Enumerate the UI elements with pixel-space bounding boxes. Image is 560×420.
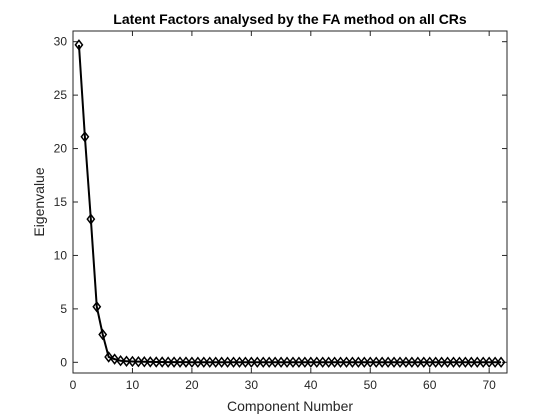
data-point-32: [258, 356, 268, 368]
data-point-28: [235, 356, 244, 368]
data-point-10: [128, 355, 137, 368]
y-tick-label: 20: [54, 142, 68, 156]
data-point-9: [122, 355, 131, 367]
data-point-49: [359, 356, 369, 368]
data-point-29: [240, 356, 250, 368]
data-point-44: [330, 356, 340, 368]
chart-title: Latent Factors analysed by the FA method…: [113, 11, 467, 27]
data-point-24: [211, 356, 221, 368]
data-point-23: [205, 356, 215, 368]
data-point-8: [116, 354, 126, 367]
data-point-71: [490, 356, 500, 368]
data-point-38: [294, 356, 304, 368]
data-point-68: [472, 356, 482, 368]
y-tick-label: 30: [54, 35, 68, 49]
data-point-69: [478, 356, 488, 368]
data-point-22: [199, 356, 209, 368]
data-point-64: [449, 356, 458, 368]
y-tick-label: 25: [54, 88, 68, 102]
data-point-43: [324, 356, 334, 368]
data-point-7: [110, 353, 120, 365]
plot-area: [72, 30, 508, 374]
data-point-12: [139, 356, 149, 368]
data-point-57: [407, 356, 417, 368]
data-point-30: [246, 356, 256, 368]
data-point-40: [306, 356, 316, 368]
data-point-20: [187, 356, 197, 368]
data-point-17: [169, 356, 179, 368]
data-point-36: [282, 356, 292, 368]
data-point-6: [104, 351, 114, 363]
x-axis-label: Component Number: [227, 398, 353, 414]
series-eigenvalues: [74, 39, 506, 368]
data-point-56: [401, 356, 411, 368]
data-point-51: [371, 356, 381, 368]
data-point-5: [98, 328, 108, 341]
x-tick-label: 20: [185, 378, 199, 392]
data-point-13: [145, 356, 155, 368]
x-tick-label: 50: [364, 378, 378, 392]
data-point-67: [466, 356, 476, 368]
data-point-59: [419, 356, 429, 368]
data-point-39: [300, 356, 310, 368]
data-point-52: [377, 356, 387, 368]
x-tick-label: 40: [304, 378, 318, 392]
data-point-35: [276, 356, 286, 368]
data-point-4: [92, 301, 102, 313]
data-point-18: [175, 356, 185, 368]
data-point-27: [229, 356, 238, 368]
data-point-65: [454, 356, 464, 368]
data-point-62: [437, 356, 447, 368]
data-point-72: [496, 356, 506, 368]
data-point-14: [151, 356, 161, 368]
data-point-21: [193, 356, 203, 368]
data-point-60: [425, 356, 435, 368]
data-point-41: [312, 356, 322, 368]
data-point-2: [80, 131, 90, 143]
data-point-54: [389, 356, 399, 368]
data-point-31: [252, 356, 262, 368]
data-point-66: [460, 356, 470, 368]
x-tick-label: 30: [245, 378, 259, 392]
data-point-34: [270, 356, 280, 368]
data-point-19: [181, 356, 191, 368]
data-point-1: [74, 39, 84, 51]
data-point-58: [413, 356, 423, 368]
data-point-3: [86, 213, 96, 225]
data-point-25: [217, 356, 227, 368]
data-point-46: [342, 356, 351, 368]
x-tick-label: 0: [70, 378, 77, 392]
y-tick-label: 10: [54, 248, 68, 262]
data-point-53: [383, 356, 393, 368]
y-tick-label: 15: [54, 195, 68, 209]
data-point-26: [223, 356, 233, 368]
data-point-47: [347, 356, 357, 368]
data-point-48: [353, 356, 363, 368]
x-tick-label: 70: [482, 378, 496, 392]
data-point-16: [163, 356, 173, 368]
x-axis: 0 10 20 30 40 50 60 70: [70, 31, 496, 392]
data-point-50: [365, 356, 375, 368]
data-point-11: [133, 355, 143, 368]
data-point-61: [431, 356, 441, 368]
y-axis: 0 5 10 15 20 25 30: [54, 35, 507, 369]
data-point-70: [484, 356, 494, 368]
data-point-42: [318, 356, 328, 368]
data-point-37: [288, 356, 298, 368]
x-tick-label: 60: [423, 378, 437, 392]
data-point-33: [264, 356, 274, 368]
y-axis-label: Eigenvalue: [31, 167, 47, 236]
x-tick-label: 10: [126, 378, 140, 392]
data-point-63: [443, 356, 452, 368]
y-tick-label: 5: [60, 302, 67, 316]
y-tick-label: 0: [60, 355, 67, 369]
data-point-45: [336, 356, 345, 368]
data-point-55: [395, 356, 405, 368]
data-point-15: [157, 356, 167, 368]
